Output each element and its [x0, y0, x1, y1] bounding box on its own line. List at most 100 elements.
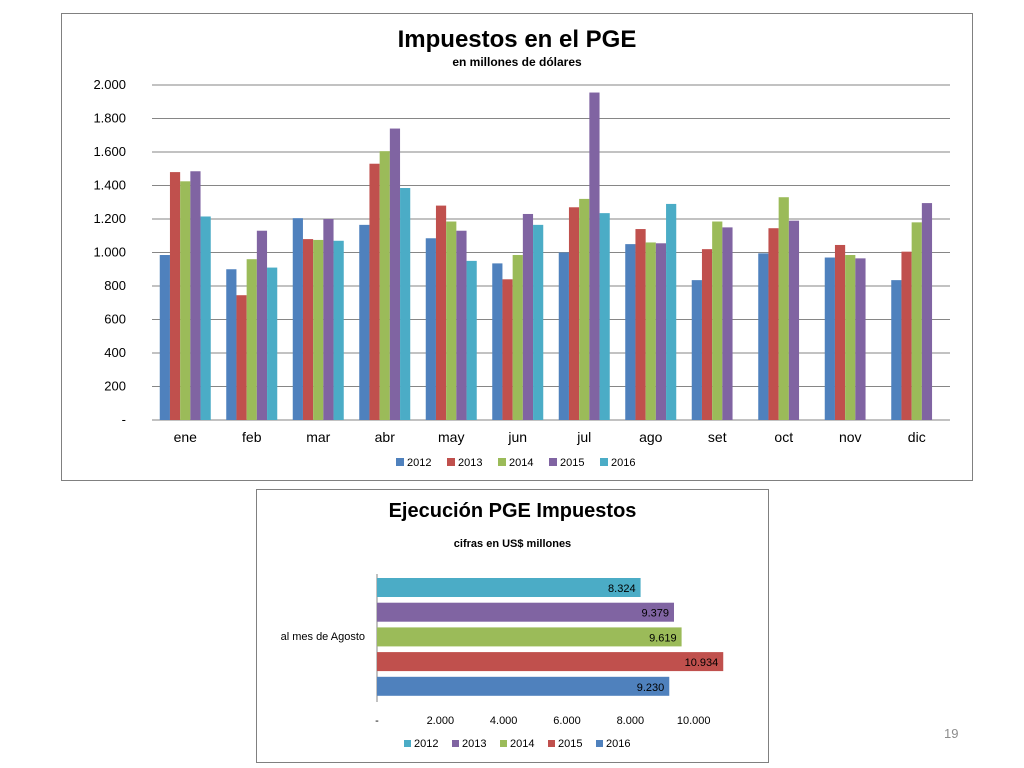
monthly-taxes-chart: Impuestos en el PGE en millones de dólar… — [61, 13, 973, 481]
legend-label: 2012 — [407, 457, 431, 469]
category-label: al mes de Agosto — [281, 631, 365, 643]
bar-2012-jun — [492, 263, 503, 420]
bar-2016-feb — [267, 267, 278, 420]
bar-2012-nov — [824, 257, 835, 420]
data-label: 9.619 — [649, 632, 677, 644]
chart-title: Ejecución PGE Impuestos — [388, 500, 637, 522]
x-tick-label: may — [438, 429, 464, 445]
legend-label: 2013 — [458, 457, 482, 469]
bar-2016 — [377, 676, 670, 696]
y-tick-label: 1.400 — [93, 178, 126, 193]
legend-label: 2016 — [606, 738, 630, 750]
bar-2015-nov — [855, 258, 866, 420]
x-tick-label: jun — [507, 429, 527, 445]
bar-2013-mar — [302, 239, 314, 420]
bar-2015-abr — [389, 128, 401, 421]
bar-2013-oct — [768, 228, 779, 420]
x-tick-label: - — [375, 715, 379, 727]
bar-2015-feb — [256, 230, 268, 420]
execution-plot: - 2.000 4.000 6.000 8.000 10.000 8.324 9.379 9.6… — [281, 574, 724, 750]
bar-2014-jul — [579, 198, 590, 420]
bar-2014-jun — [512, 255, 523, 420]
bar-2014-feb — [246, 259, 257, 420]
bar-2014-nov — [845, 255, 856, 420]
bar-2014-set — [712, 221, 723, 420]
bar-2015-may — [456, 230, 467, 420]
legend-label: 2015 — [558, 738, 582, 750]
legend-swatch-2015 — [548, 740, 555, 747]
bar-2013-set — [701, 249, 713, 420]
bar-2015-mar — [323, 219, 334, 420]
y-tick-label: 2.000 — [93, 77, 126, 92]
bar-2012-ene — [159, 255, 170, 420]
bar-2016-jul — [599, 213, 610, 420]
bar-2014-may — [446, 221, 457, 420]
legend-label: 2015 — [560, 457, 584, 469]
bar-2014-mar — [313, 239, 324, 420]
monthly-taxes-plot: - 200 400 600 800 1.000 1.200 1.400 1.600 1.800 2.… — [93, 77, 950, 469]
legend-label: 2012 — [414, 738, 438, 750]
bar-2016-ene — [200, 216, 211, 420]
x-tick-label: oct — [774, 429, 793, 445]
bar-2012-oct — [758, 253, 769, 420]
bar-2012-feb — [226, 269, 237, 420]
bar-2013-jul — [568, 207, 580, 420]
execution-chart: Ejecución PGE Impuestos cifras en US$ mi… — [256, 489, 769, 763]
bar-2012-abr — [359, 224, 370, 420]
y-tick-label: - — [122, 412, 126, 427]
y-tick-label: 1.600 — [93, 144, 126, 159]
bar-2014 — [377, 627, 682, 647]
data-label: 9.379 — [641, 608, 669, 620]
bar-2015-oct — [788, 220, 800, 420]
bar-2013-may — [435, 205, 447, 420]
y-tick-label: 1.000 — [93, 245, 126, 260]
chart-title: Impuestos en el PGE — [397, 26, 637, 53]
bar-2014-oct — [778, 197, 789, 420]
bar-2013 — [377, 602, 675, 622]
x-tick-label: 4.000 — [490, 715, 518, 727]
legend-label: 2014 — [510, 738, 534, 750]
bar-2016-mar — [333, 240, 344, 420]
bar-2012-may — [425, 238, 436, 420]
bar-2015-jul — [589, 92, 600, 420]
x-tick-label: dic — [908, 429, 926, 445]
x-tick-label: 8.000 — [617, 715, 645, 727]
bar-2015-jun — [522, 213, 534, 420]
data-label: 9.230 — [637, 682, 665, 694]
y-tick-label: 400 — [104, 345, 126, 360]
x-tick-label: jul — [576, 429, 591, 445]
legend-swatch-2015 — [549, 458, 557, 466]
bar-2014-ene — [180, 181, 191, 420]
legend-swatch-2016 — [600, 458, 608, 466]
legend-swatch-2013 — [447, 458, 455, 466]
y-tick-label: 200 — [104, 379, 126, 394]
x-tick-label: 10.000 — [677, 715, 711, 727]
bar-2016-may — [466, 260, 477, 420]
bar-2013-jun — [502, 279, 513, 420]
bar-2013-dic — [901, 251, 912, 420]
bar-2016-ago — [666, 203, 677, 420]
page-number: 19 — [944, 726, 959, 741]
legend-swatch-2012 — [396, 458, 404, 466]
bar-2012-jul — [558, 252, 569, 420]
x-tick-label: 6.000 — [553, 715, 581, 727]
bar-2015-ago — [655, 243, 667, 420]
bar-2014-dic — [911, 222, 922, 420]
x-tick-label: 2.000 — [427, 715, 455, 727]
legend-swatch-2013 — [452, 740, 459, 747]
bar-2013-feb — [236, 295, 247, 420]
legend-swatch-2012 — [404, 740, 411, 747]
legend-swatch-2014 — [500, 740, 507, 747]
x-tick-label: ago — [639, 429, 663, 445]
data-label: 8.324 — [608, 583, 636, 595]
bar-2015 — [377, 652, 724, 672]
bar-2013-nov — [834, 244, 846, 420]
bar-2012-set — [691, 280, 702, 420]
chart-subtitle: en millones de dólares — [452, 55, 582, 69]
x-tick-label: set — [708, 429, 727, 445]
x-tick-label: nov — [839, 429, 862, 445]
bar-2012-dic — [891, 280, 902, 420]
bar-2012-ago — [625, 244, 636, 420]
legend-label: 2014 — [509, 457, 533, 469]
x-tick-label: abr — [375, 429, 396, 445]
